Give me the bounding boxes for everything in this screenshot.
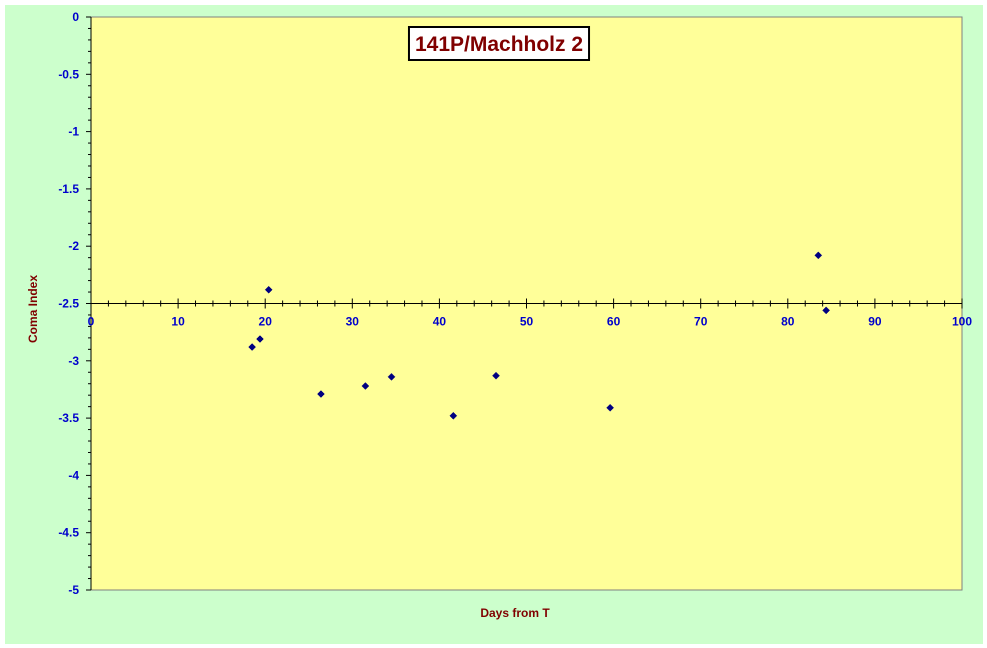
x-tick-label: 100 bbox=[952, 315, 972, 329]
x-tick-label: 10 bbox=[171, 315, 185, 329]
data-point bbox=[814, 251, 823, 260]
y-tick-label: -2.5 bbox=[58, 297, 79, 311]
x-tick-label: 60 bbox=[607, 315, 621, 329]
data-point bbox=[822, 306, 830, 315]
y-tick-label: -0.5 bbox=[58, 67, 79, 81]
y-tick-label: -4 bbox=[68, 468, 79, 482]
y-tick-label: 0 bbox=[72, 10, 79, 24]
data-point bbox=[387, 372, 396, 381]
chart-title: 141P/Machholz 2 bbox=[415, 33, 583, 56]
data-point bbox=[256, 335, 264, 343]
x-tick-label: 90 bbox=[868, 315, 882, 329]
data-point bbox=[361, 382, 370, 390]
x-axis-title: Days from T bbox=[480, 606, 550, 620]
y-tick-label: -5 bbox=[68, 583, 79, 597]
x-tick-label: 80 bbox=[781, 315, 795, 329]
y-tick-label: -2 bbox=[68, 239, 79, 253]
data-point bbox=[248, 343, 256, 351]
x-tick-label: 0 bbox=[88, 315, 95, 329]
y-tick-label: -3.5 bbox=[58, 411, 79, 425]
data-point bbox=[606, 403, 614, 412]
x-tick-label: 40 bbox=[433, 315, 447, 329]
y-tick-label: -4.5 bbox=[58, 526, 79, 540]
y-axis-title: Coma Index bbox=[26, 275, 40, 343]
data-point bbox=[264, 285, 273, 294]
data-point bbox=[449, 411, 458, 420]
y-tick-label: -1.5 bbox=[58, 182, 79, 196]
chart-title-box: 141P/Machholz 2 bbox=[407, 26, 591, 61]
x-axis: 0 10 20 30 40 50 60 70 80 90 100 bbox=[88, 298, 972, 329]
x-tick-label: 30 bbox=[346, 315, 360, 329]
y-tick-label: -1 bbox=[68, 125, 79, 139]
data-points bbox=[248, 251, 830, 420]
data-point bbox=[492, 371, 500, 380]
x-tick-label: 20 bbox=[259, 315, 273, 329]
x-tick-label: 70 bbox=[694, 315, 708, 329]
y-tick-label: -3 bbox=[68, 354, 79, 368]
y-axis: 0 -0.5 -1 -1.5 -2 -2.5 -3 -3.5 -4 -4.5 -5 bbox=[58, 10, 92, 597]
x-tick-label: 50 bbox=[520, 315, 534, 329]
data-point bbox=[317, 390, 325, 398]
